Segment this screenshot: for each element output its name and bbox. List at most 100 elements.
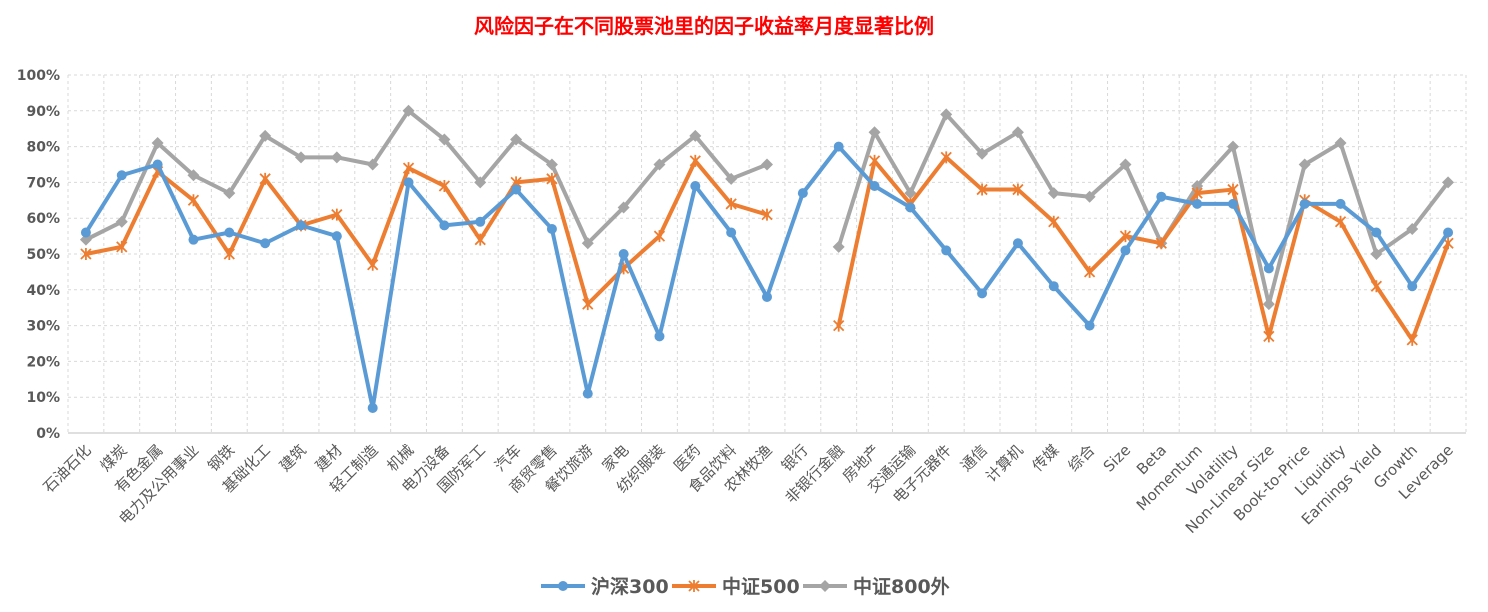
data-point bbox=[726, 227, 737, 238]
data-point bbox=[1084, 320, 1095, 331]
y-tick-label: 60% bbox=[26, 211, 60, 227]
data-point bbox=[868, 126, 881, 139]
data-point bbox=[1443, 227, 1454, 238]
data-point bbox=[1227, 140, 1239, 153]
y-tick-label: 0% bbox=[36, 426, 60, 442]
data-point bbox=[1227, 183, 1239, 196]
y-tick-label: 30% bbox=[26, 319, 60, 335]
data-point bbox=[439, 220, 450, 231]
data-point bbox=[1191, 187, 1203, 200]
y-tick-label: 90% bbox=[26, 104, 60, 120]
x-tick-label: 传媒 bbox=[1029, 441, 1063, 475]
data-point bbox=[581, 237, 594, 250]
data-point bbox=[761, 208, 773, 221]
legend-label: 中证500 bbox=[722, 575, 800, 598]
data-point bbox=[1406, 333, 1418, 346]
data-point bbox=[511, 184, 522, 195]
data-point bbox=[295, 151, 307, 164]
series-2 bbox=[80, 151, 1454, 346]
data-point bbox=[367, 258, 379, 271]
legend-item-1: 沪深300 bbox=[541, 575, 669, 598]
data-point bbox=[223, 248, 235, 260]
data-point bbox=[510, 133, 523, 146]
data-point bbox=[904, 187, 917, 200]
series-line bbox=[836, 155, 1451, 342]
data-point bbox=[725, 197, 737, 210]
data-point bbox=[797, 188, 808, 199]
legend: 沪深300 中证500 中证800外 bbox=[541, 575, 950, 598]
data-point bbox=[1263, 263, 1274, 274]
data-point bbox=[819, 580, 831, 592]
data-point bbox=[761, 158, 773, 171]
data-point bbox=[188, 234, 199, 245]
legend-item-3: 中证800外 bbox=[803, 575, 950, 598]
data-point bbox=[1155, 237, 1167, 250]
data-point bbox=[545, 158, 558, 171]
data-point bbox=[582, 388, 593, 399]
data-point bbox=[1011, 126, 1024, 139]
data-point bbox=[1119, 230, 1132, 243]
x-tick-label: 计算机 bbox=[982, 441, 1027, 486]
data-point bbox=[115, 215, 128, 228]
data-point bbox=[1120, 245, 1131, 256]
data-point bbox=[654, 331, 665, 342]
data-point bbox=[187, 169, 200, 182]
data-point bbox=[1298, 158, 1311, 171]
data-point bbox=[725, 172, 738, 185]
data-point bbox=[940, 151, 952, 164]
data-point bbox=[224, 227, 235, 238]
data-point bbox=[762, 291, 772, 302]
y-tick-label: 40% bbox=[26, 283, 60, 299]
data-point bbox=[689, 154, 701, 167]
data-point bbox=[475, 216, 486, 227]
data-point bbox=[1048, 281, 1059, 292]
y-tick-label: 50% bbox=[26, 247, 60, 263]
data-point bbox=[869, 180, 880, 191]
data-point bbox=[582, 298, 594, 311]
data-point bbox=[296, 220, 306, 231]
data-point bbox=[367, 402, 378, 413]
data-point bbox=[1228, 198, 1238, 209]
y-tick-label: 70% bbox=[26, 175, 60, 191]
data-point bbox=[1048, 215, 1060, 228]
data-point bbox=[1083, 190, 1096, 203]
data-point bbox=[940, 108, 953, 121]
data-point bbox=[976, 183, 988, 196]
series-line bbox=[83, 158, 769, 307]
series-line bbox=[83, 108, 769, 246]
data-point bbox=[260, 238, 271, 249]
data-point bbox=[1407, 281, 1418, 292]
data-point bbox=[653, 158, 666, 171]
data-point bbox=[689, 129, 702, 142]
series-3 bbox=[79, 104, 1455, 311]
data-point bbox=[331, 231, 342, 242]
x-tick-label: Size bbox=[1100, 441, 1135, 476]
data-point bbox=[223, 187, 236, 200]
chart-title: 风险因子在不同股票池里的因子收益率月度显著比例 bbox=[474, 14, 934, 38]
data-point bbox=[80, 227, 91, 238]
data-point bbox=[1262, 298, 1275, 311]
data-point bbox=[259, 172, 271, 185]
x-tick-label: 综合 bbox=[1064, 441, 1098, 475]
data-point bbox=[1406, 222, 1419, 235]
data-point bbox=[690, 180, 701, 191]
data-point bbox=[1371, 227, 1382, 238]
data-point bbox=[259, 129, 272, 142]
data-point bbox=[1192, 198, 1203, 209]
data-point bbox=[366, 158, 379, 171]
legend-item-2: 中证500 bbox=[672, 575, 800, 598]
data-point bbox=[976, 147, 989, 160]
data-point bbox=[941, 245, 952, 256]
y-tick-label: 10% bbox=[26, 390, 60, 406]
data-point bbox=[1370, 248, 1383, 260]
data-point bbox=[546, 172, 558, 185]
x-tick-label: 建筑 bbox=[276, 441, 310, 475]
data-point bbox=[1335, 198, 1346, 209]
data-point bbox=[1012, 183, 1024, 196]
data-point bbox=[868, 154, 881, 167]
y-tick-label: 20% bbox=[26, 354, 60, 370]
data-point bbox=[116, 170, 127, 181]
data-point bbox=[1119, 158, 1132, 171]
data-point bbox=[151, 137, 164, 150]
